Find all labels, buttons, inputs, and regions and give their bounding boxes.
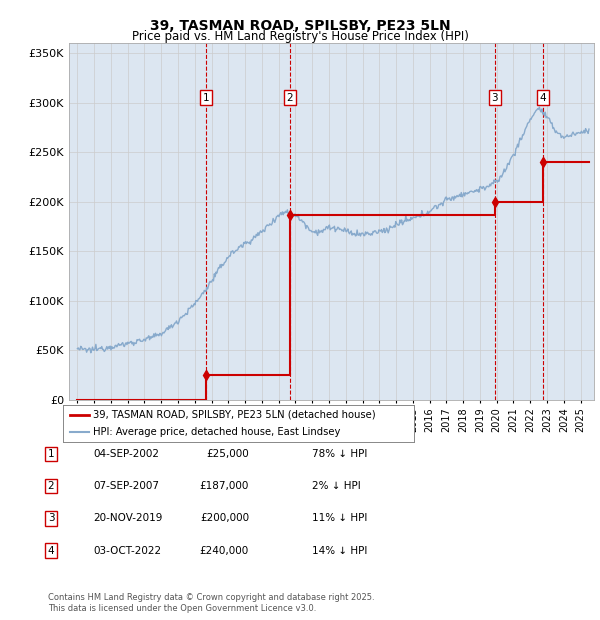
Text: 20-NOV-2019: 20-NOV-2019 xyxy=(93,513,163,523)
Text: HPI: Average price, detached house, East Lindsey: HPI: Average price, detached house, East… xyxy=(93,427,340,437)
Text: Price paid vs. HM Land Registry's House Price Index (HPI): Price paid vs. HM Land Registry's House … xyxy=(131,30,469,43)
Text: 3: 3 xyxy=(47,513,55,523)
Text: 07-SEP-2007: 07-SEP-2007 xyxy=(93,481,159,491)
Text: £187,000: £187,000 xyxy=(200,481,249,491)
Text: 11% ↓ HPI: 11% ↓ HPI xyxy=(312,513,367,523)
Text: 03-OCT-2022: 03-OCT-2022 xyxy=(93,546,161,556)
Text: Contains HM Land Registry data © Crown copyright and database right 2025.
This d: Contains HM Land Registry data © Crown c… xyxy=(48,593,374,613)
Text: 2% ↓ HPI: 2% ↓ HPI xyxy=(312,481,361,491)
Text: £200,000: £200,000 xyxy=(200,513,249,523)
Text: 78% ↓ HPI: 78% ↓ HPI xyxy=(312,449,367,459)
Text: 14% ↓ HPI: 14% ↓ HPI xyxy=(312,546,367,556)
Text: £25,000: £25,000 xyxy=(206,449,249,459)
Text: 4: 4 xyxy=(47,546,55,556)
Text: 04-SEP-2002: 04-SEP-2002 xyxy=(93,449,159,459)
Text: 39, TASMAN ROAD, SPILSBY, PE23 5LN: 39, TASMAN ROAD, SPILSBY, PE23 5LN xyxy=(149,19,451,33)
Text: £240,000: £240,000 xyxy=(200,546,249,556)
Text: 1: 1 xyxy=(203,93,209,103)
Text: 2: 2 xyxy=(47,481,55,491)
Text: 39, TASMAN ROAD, SPILSBY, PE23 5LN (detached house): 39, TASMAN ROAD, SPILSBY, PE23 5LN (deta… xyxy=(93,410,376,420)
Text: 3: 3 xyxy=(491,93,498,103)
Text: 2: 2 xyxy=(287,93,293,103)
Text: 4: 4 xyxy=(539,93,546,103)
Text: 1: 1 xyxy=(47,449,55,459)
